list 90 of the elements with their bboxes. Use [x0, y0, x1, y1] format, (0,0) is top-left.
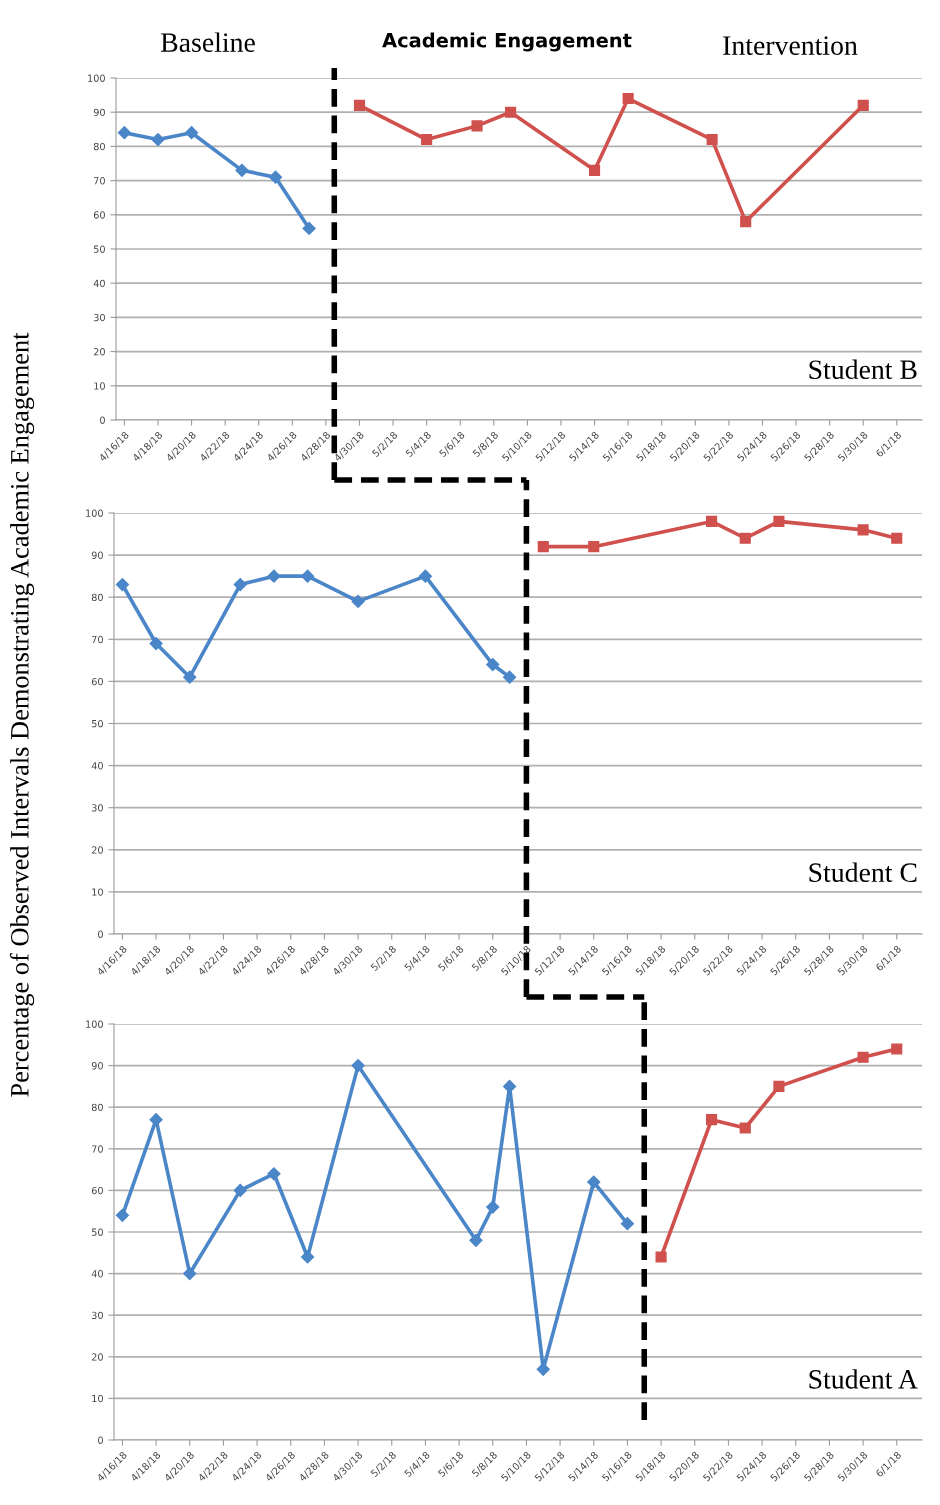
text: Baseline	[160, 32, 255, 52]
point	[300, 1250, 315, 1264]
point	[622, 92, 634, 105]
point	[149, 636, 163, 651]
annotation: Student B	[809, 359, 917, 380]
y-tick-label: 10	[92, 1394, 103, 1403]
y-tick-label: 0	[98, 930, 103, 938]
point	[536, 1362, 550, 1376]
y-tick-label: 80	[91, 1103, 103, 1112]
y-tick-label: 90	[93, 108, 105, 117]
y-axis-title: Percentage of Observed Intervals Demonstrating Academic Engagement	[9, 332, 35, 1097]
point	[486, 1200, 500, 1214]
point	[857, 1051, 869, 1063]
y-tick-label: 20	[91, 846, 103, 854]
point	[706, 134, 718, 146]
y-tick-label: 40	[93, 279, 105, 288]
y-tick-label: 50	[93, 245, 105, 253]
y-tick-label: 70	[94, 177, 105, 185]
point	[739, 1122, 751, 1134]
point	[115, 1208, 130, 1222]
point	[233, 1183, 247, 1197]
point	[233, 577, 247, 592]
y-tick-label: 60	[91, 1186, 103, 1195]
point	[588, 541, 600, 553]
point	[421, 134, 433, 146]
point	[620, 1217, 635, 1231]
annotation: Student A	[809, 1369, 918, 1389]
y-tick-label: 30	[91, 1311, 103, 1320]
y-tick-label: 30	[93, 313, 105, 322]
point	[891, 1043, 903, 1055]
point	[267, 1167, 281, 1181]
point	[183, 1267, 197, 1281]
point	[773, 1080, 785, 1092]
y-tick-label: 70	[92, 1145, 103, 1153]
point	[773, 515, 785, 527]
point	[739, 532, 751, 544]
y-tick-label: 100	[86, 509, 103, 517]
point	[537, 541, 549, 553]
point	[183, 670, 197, 684]
point	[589, 164, 601, 176]
point	[706, 1114, 718, 1126]
point	[740, 216, 752, 228]
y-tick-label: 0	[98, 1436, 103, 1444]
y-tick-label: 100	[86, 1020, 103, 1028]
y-tick-label: 10	[92, 888, 103, 896]
annotation: Student C	[809, 862, 917, 883]
point	[184, 126, 199, 140]
point	[267, 569, 281, 583]
point	[486, 657, 500, 672]
y-tick-label: 40	[91, 762, 103, 770]
y-tick-label: 0	[100, 416, 105, 424]
y-tick-label: 90	[91, 1062, 103, 1070]
text: Academic Engagement	[382, 32, 632, 52]
point	[353, 99, 366, 111]
y-tick-label: 80	[91, 593, 103, 602]
y-tick-label: 70	[92, 635, 103, 644]
point	[471, 120, 483, 132]
point	[115, 577, 130, 592]
y-tick-label: 20	[93, 348, 105, 356]
point	[117, 126, 131, 140]
y-tick-label: 80	[93, 142, 105, 151]
point	[857, 524, 869, 536]
point	[469, 1233, 483, 1247]
point	[502, 1079, 517, 1093]
y-tick-label: 100	[88, 74, 105, 82]
point	[706, 515, 718, 527]
y-tick-label: 20	[91, 1353, 103, 1361]
point	[300, 569, 315, 583]
point	[302, 221, 316, 236]
y-tick-label: 50	[91, 1228, 103, 1236]
y-tick-label: 60	[93, 211, 105, 219]
point	[891, 532, 903, 544]
y-tick-label: 60	[91, 677, 103, 686]
point	[351, 594, 365, 608]
point	[857, 99, 869, 111]
point	[151, 132, 165, 147]
y-tick-label: 30	[91, 804, 103, 812]
point	[418, 569, 433, 583]
point	[655, 1251, 667, 1263]
point	[235, 163, 249, 177]
y-tick-label: 40	[91, 1270, 103, 1278]
y-tick-label: 90	[91, 551, 103, 559]
point	[587, 1175, 601, 1189]
point	[505, 106, 517, 118]
y-tick-label: 10	[94, 382, 105, 390]
y-tick-label: 50	[91, 719, 103, 728]
point	[268, 170, 283, 184]
point	[351, 1059, 365, 1073]
text: Intervention	[723, 36, 858, 55]
point	[502, 670, 517, 684]
